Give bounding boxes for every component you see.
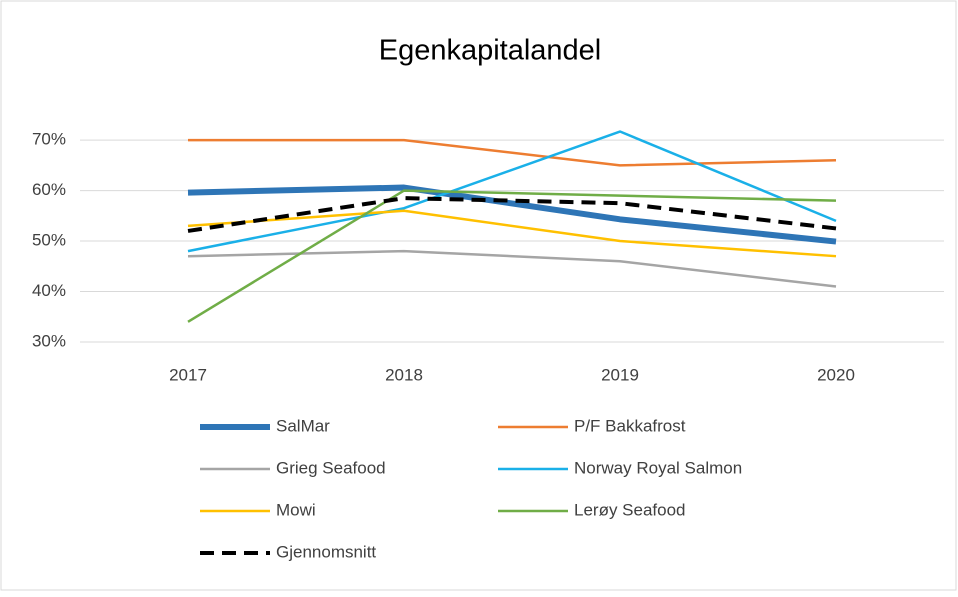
chart-title: Egenkapitalandel <box>379 35 602 67</box>
legend-label: Mowi <box>276 500 316 519</box>
x-tick-label: 2018 <box>385 365 423 384</box>
series-line <box>188 138 837 167</box>
series-line <box>187 130 837 253</box>
legend-label: SalMar <box>276 416 330 435</box>
series-line <box>187 209 837 258</box>
legend-label: Gjennomsnitt <box>276 542 376 561</box>
legend-label: P/F Bakkafrost <box>574 416 686 435</box>
x-tick-label: 2019 <box>601 365 639 384</box>
x-tick-label: 2017 <box>169 365 207 384</box>
series-line <box>187 189 837 323</box>
y-tick-label: 30% <box>32 331 66 350</box>
series-line <box>187 184 837 245</box>
legend-label: Norway Royal Salmon <box>574 458 742 477</box>
series-line <box>187 249 837 288</box>
legend-label: Grieg Seafood <box>276 458 386 477</box>
legend-label: Lerøy Seafood <box>574 500 686 519</box>
y-tick-label: 50% <box>32 231 66 250</box>
y-tick-label: 40% <box>32 281 66 300</box>
y-tick-label: 70% <box>32 130 66 149</box>
x-tick-label: 2020 <box>817 365 855 384</box>
y-tick-label: 60% <box>32 180 66 199</box>
